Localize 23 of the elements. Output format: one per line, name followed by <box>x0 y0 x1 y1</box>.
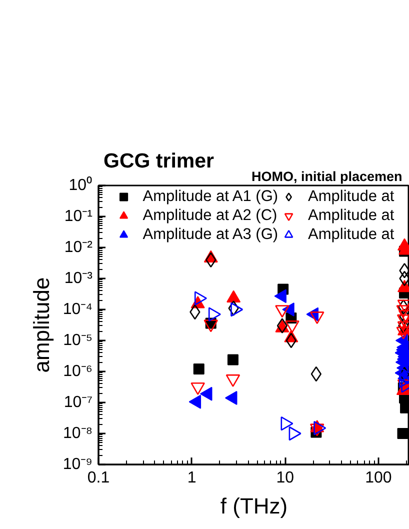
legend-label: Amplitude at A3 (G) <box>142 225 278 244</box>
x-axis-title: f (THz) <box>220 494 288 518</box>
x-tick-label: 0.1 <box>87 470 110 486</box>
y-tick-label: 10⁻⁸ <box>62 425 92 442</box>
y-tick-label: 10⁻⁴ <box>62 301 93 318</box>
x-tick-label: 1 <box>187 470 196 486</box>
legend-label: Amplitude at <box>308 206 394 225</box>
y-tick-label: 10⁻⁷ <box>64 394 93 411</box>
y-tick-label: 10⁻³ <box>64 270 94 287</box>
legend-label: Amplitude at A2 (C) <box>142 206 278 225</box>
y-tick-label: 10⁻⁶ <box>63 363 93 380</box>
legend-label: Amplitude at A1 (G) <box>142 187 278 206</box>
y-tick-label: 10⁻⁵ <box>63 332 93 349</box>
chart-subtitle: HOMO, initial placemen <box>252 169 402 184</box>
x-tick-label: 100 <box>365 470 392 486</box>
legend-label: Amplitude at <box>308 225 394 244</box>
y-tick-label: 10⁻² <box>64 239 94 256</box>
x-tick-label: 10 <box>276 470 294 486</box>
y-tick-label: 10⁻¹ <box>64 208 92 225</box>
y-tick-label: 10⁰ <box>68 176 92 194</box>
chart-title: GCG trimer <box>104 150 214 172</box>
y-axis-title: amplitude <box>28 277 54 373</box>
legend-label: Amplitude at <box>308 187 394 206</box>
